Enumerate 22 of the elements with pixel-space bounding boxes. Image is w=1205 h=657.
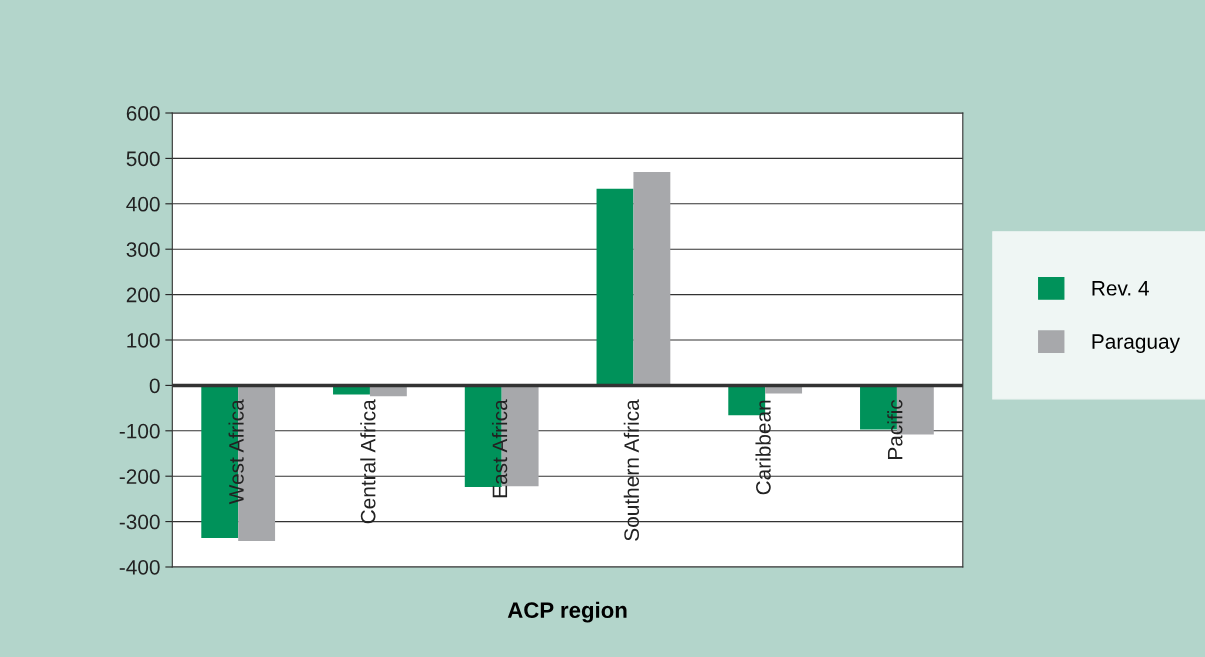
y-tick-label: -200 (119, 469, 160, 484)
x-tick-label: West Africa (228, 399, 244, 505)
y-tick-label: -300 (119, 514, 160, 530)
y-tick-label: -100 (119, 423, 160, 439)
y-tick-label: 400 (126, 196, 160, 212)
bar (596, 188, 634, 386)
y-tick-label: 0 (149, 378, 160, 394)
x-axis-title: ACP region (507, 601, 627, 623)
y-tick-label: 100 (127, 333, 160, 348)
x-tick-label: East Africa (491, 399, 508, 498)
y-tick-label: 500 (126, 151, 160, 167)
x-tick-label: Caribbean (755, 400, 771, 495)
legend-label: Rev. 4 (1092, 281, 1149, 296)
y-tick-label: 600 (126, 106, 160, 121)
legend-label: Paraguay (1092, 334, 1180, 354)
y-tick-label: 300 (126, 242, 160, 257)
x-tick-label: Southern Africa (623, 399, 640, 541)
x-tick-label: Pacific (887, 399, 903, 459)
y-tick-label: 200 (126, 287, 160, 303)
x-tick-label: Central Africa (360, 399, 376, 524)
y-tick-label: -400 (119, 559, 160, 575)
bar (633, 172, 671, 386)
